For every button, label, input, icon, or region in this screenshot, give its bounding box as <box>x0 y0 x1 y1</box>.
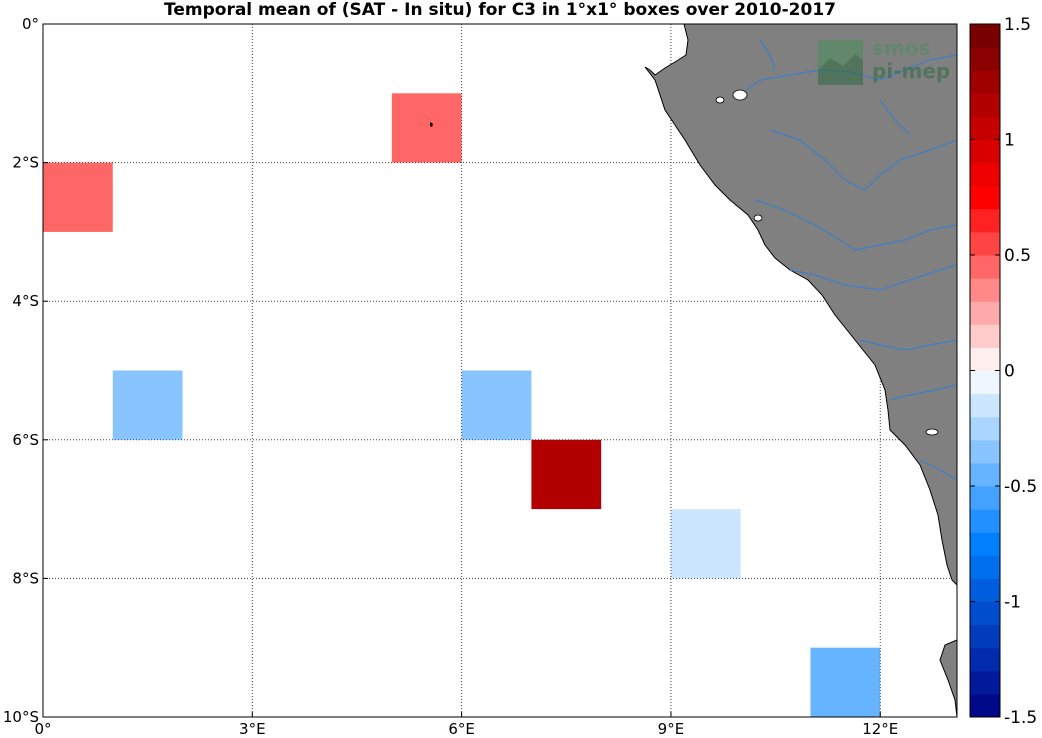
colorbar-tick-label: 1 <box>1004 131 1015 151</box>
y-tick-label: 4°S <box>12 292 39 310</box>
colorbar-tick-label: -1.5 <box>1004 708 1037 728</box>
x-tick-label: 0° <box>34 720 51 738</box>
gridlines <box>43 24 957 717</box>
data-boxes <box>43 93 881 717</box>
colorbar-bin <box>970 624 1000 649</box>
colorbar-bin <box>970 255 1000 279</box>
data-box <box>670 509 741 579</box>
x-axis-ticks: 0° 3°E 6°E 9°E 12°E <box>34 712 898 738</box>
land-africa-south <box>939 639 957 717</box>
colorbar-tick-label: -0.5 <box>1004 477 1037 497</box>
colorbar-bin <box>970 324 1000 348</box>
data-box <box>43 162 113 232</box>
data-box <box>531 439 602 510</box>
colorbar-bin <box>970 555 1000 579</box>
colorbar-bin <box>970 139 1000 164</box>
colorbar-bin <box>970 601 1000 626</box>
colorbar-bin <box>970 486 1000 510</box>
lake-shape <box>715 96 725 104</box>
colorbar-tick-label: 1.5 <box>1004 15 1031 35</box>
colorbar-bin <box>970 439 1000 464</box>
colorbar-bin <box>970 693 1000 718</box>
y-axis-ticks: 0° 2°S 4°S 6°S 8°S 10°S <box>3 15 48 726</box>
colorbar-bin <box>970 208 1000 233</box>
colorbar-bin <box>970 116 1000 140</box>
y-tick-label: 2°S <box>12 154 39 172</box>
map-frame <box>42 23 958 718</box>
y-tick-label: 10°S <box>3 708 39 726</box>
colorbar-bin <box>970 93 1000 117</box>
colorbar-bin <box>970 462 1000 487</box>
colorbar-bin <box>970 47 1000 71</box>
colorbar <box>969 23 1001 718</box>
x-tick-label: 9°E <box>658 720 685 738</box>
island-shape <box>430 122 433 127</box>
colorbar-bin <box>970 278 1000 302</box>
land-africa <box>644 24 957 586</box>
colorbar-bin <box>970 647 1000 672</box>
logo: smos pi-mep <box>818 36 950 85</box>
lake-shape <box>732 89 748 101</box>
colorbar-tick-label: 0 <box>1004 362 1015 382</box>
data-box <box>810 647 881 717</box>
colorbar-bin <box>970 532 1000 556</box>
colorbar-bin <box>970 347 1000 371</box>
data-box <box>461 370 532 440</box>
y-tick-label: 6°S <box>12 431 39 449</box>
colorbar-ticks: 1.5 1 0.5 0 -0.5 -1 -1.5 <box>970 15 1037 728</box>
colorbar-tick-label: -1 <box>1004 593 1021 613</box>
data-box <box>391 93 462 163</box>
map-title: Temporal mean of (SAT - In situ) for C3 … <box>164 0 836 20</box>
y-tick-label: 8°S <box>12 569 39 587</box>
lake-shape <box>753 214 763 222</box>
logo-text-2: pi-mep <box>872 59 950 83</box>
y-tick-label: 0° <box>22 15 39 33</box>
logo-text-1: smos <box>872 36 930 60</box>
colorbar-bin <box>970 416 1000 441</box>
colorbar-bin <box>970 509 1000 533</box>
colorbar-bin <box>970 185 1000 210</box>
data-box <box>112 370 183 440</box>
x-tick-label: 6°E <box>448 720 475 738</box>
colorbar-tick-label: 0.5 <box>1004 246 1031 266</box>
x-tick-label: 3°E <box>239 720 266 738</box>
colorbar-bin <box>970 231 1000 256</box>
colorbar-bin <box>970 370 1000 395</box>
colorbar-bin <box>970 393 1000 418</box>
colorbar-bin <box>970 70 1000 94</box>
lake-shape <box>925 428 939 436</box>
colorbar-bin <box>970 578 1000 602</box>
colorbar-bin <box>970 670 1000 695</box>
colorbar-bin <box>970 301 1000 325</box>
colorbar-bin <box>970 162 1000 187</box>
colorbar-bin <box>970 24 1000 48</box>
x-tick-label: 12°E <box>862 720 898 738</box>
